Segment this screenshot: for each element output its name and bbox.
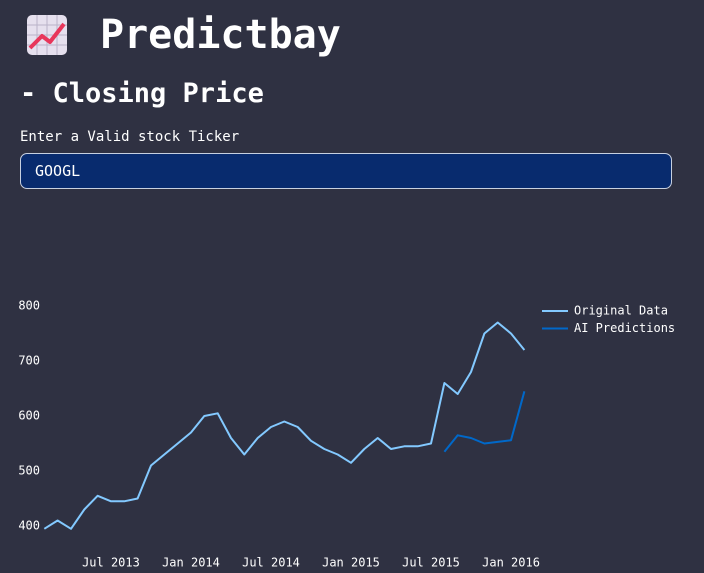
x-tick-label: Jan 2015 (322, 556, 380, 570)
y-tick-label: 600 (18, 409, 40, 423)
legend-label: AI Predictions (574, 321, 675, 335)
subtitle: - Closing Price (20, 78, 264, 109)
y-tick-label: 800 (18, 299, 40, 313)
ticker-input[interactable]: GOOGL (20, 153, 672, 189)
series-line (43, 321, 526, 530)
input-label: Enter a Valid stock Ticker (20, 129, 240, 145)
y-tick-label: 500 (18, 464, 40, 478)
x-tick-label: Jul 2014 (242, 556, 300, 570)
app-icon (27, 15, 67, 55)
y-tick-label: 700 (18, 354, 40, 368)
x-tick-label: Jul 2015 (402, 556, 460, 570)
legend-label: Original Data (574, 304, 668, 318)
series-line (443, 391, 526, 453)
y-tick-label: 400 (18, 519, 40, 533)
x-tick-label: Jan 2016 (482, 556, 540, 570)
x-tick-label: Jan 2014 (162, 556, 220, 570)
x-tick-label: Jul 2013 (82, 556, 140, 570)
app-title: Predictbay (100, 12, 341, 58)
